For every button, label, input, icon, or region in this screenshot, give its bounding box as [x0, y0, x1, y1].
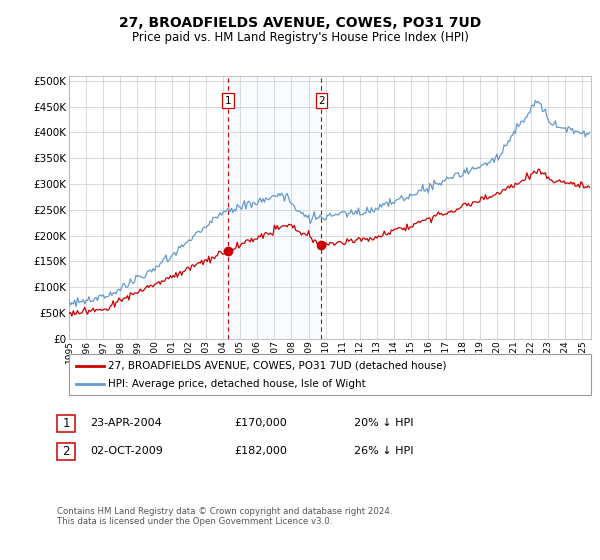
Text: 02-OCT-2009: 02-OCT-2009 [90, 446, 163, 456]
Text: 27, BROADFIELDS AVENUE, COWES, PO31 7UD: 27, BROADFIELDS AVENUE, COWES, PO31 7UD [119, 16, 481, 30]
Text: 2: 2 [318, 96, 325, 106]
Text: Price paid vs. HM Land Registry's House Price Index (HPI): Price paid vs. HM Land Registry's House … [131, 31, 469, 44]
Text: 27, BROADFIELDS AVENUE, COWES, PO31 7UD (detached house): 27, BROADFIELDS AVENUE, COWES, PO31 7UD … [108, 361, 446, 371]
Text: 2: 2 [62, 445, 70, 458]
Text: HPI: Average price, detached house, Isle of Wight: HPI: Average price, detached house, Isle… [108, 379, 366, 389]
Text: £170,000: £170,000 [234, 418, 287, 428]
Text: 26% ↓ HPI: 26% ↓ HPI [354, 446, 413, 456]
Text: 20% ↓ HPI: 20% ↓ HPI [354, 418, 413, 428]
Text: £182,000: £182,000 [234, 446, 287, 456]
Text: 1: 1 [225, 96, 232, 106]
Text: 23-APR-2004: 23-APR-2004 [90, 418, 162, 428]
Text: Contains HM Land Registry data © Crown copyright and database right 2024.
This d: Contains HM Land Registry data © Crown c… [57, 507, 392, 526]
Text: 1: 1 [62, 417, 70, 430]
Bar [229, 76, 322, 339]
